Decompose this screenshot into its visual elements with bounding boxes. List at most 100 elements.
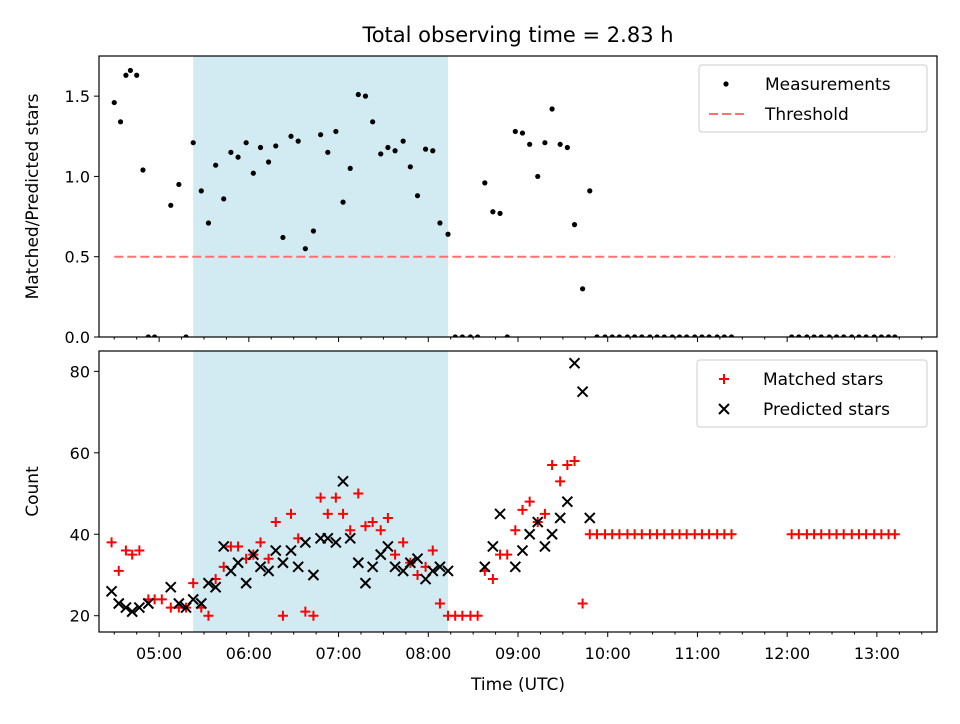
matched-star-point	[315, 492, 326, 503]
measurement-point	[587, 188, 593, 194]
measurement-point	[699, 334, 705, 337]
measurement-point	[362, 93, 369, 99]
measurement-point	[728, 334, 735, 337]
series-measurements	[111, 67, 898, 337]
predicted-star-point	[359, 577, 372, 589]
measurement-point	[228, 149, 234, 155]
predicted-star-point	[133, 601, 146, 614]
x-tick-label: 10:00	[585, 644, 631, 663]
predicted-star-point	[202, 577, 215, 589]
matched-star-point	[539, 508, 550, 519]
matched-star-point	[127, 549, 138, 560]
legend-label: Measurements	[765, 75, 891, 95]
measurement-point	[140, 167, 146, 173]
measurement-point	[198, 188, 204, 194]
series-predicted-stars	[105, 357, 596, 618]
y-tick-label: 60	[70, 444, 90, 463]
legend-label: Matched stars	[763, 370, 883, 390]
predicted-star-point	[330, 536, 342, 549]
y-tick-label: 0.0	[65, 328, 90, 347]
plot-area	[111, 67, 898, 337]
measurement-point	[459, 334, 465, 337]
predicted-star-point	[262, 565, 275, 577]
legend: Matched stars Predicted stars	[696, 359, 928, 428]
measurement-point	[796, 334, 802, 337]
measurement-point	[407, 164, 413, 170]
predicted-star-point	[576, 386, 589, 398]
measurement-point	[789, 334, 795, 337]
legend-label: Threshold	[764, 105, 849, 125]
x-tick-label: 06:00	[226, 644, 272, 663]
matched-star-point	[889, 529, 900, 540]
matched-star-point	[427, 545, 438, 556]
measurement-point	[602, 334, 608, 337]
panel-ratio: 0.0 0.5 1.0 1.5 Matched/Predicted stars Measu…	[23, 55, 938, 347]
matched-star-point	[726, 529, 737, 540]
y-tick-label: 20	[70, 607, 90, 626]
predicted-star-point	[113, 597, 125, 610]
predicted-star-point	[434, 561, 446, 573]
legend-label: Predicted stars	[763, 400, 890, 420]
measurement-point	[885, 334, 892, 337]
measurement-point	[213, 162, 219, 168]
matched-star-point	[487, 574, 498, 585]
matched-star-point	[360, 521, 371, 532]
measurement-point	[257, 144, 264, 151]
predicted-star-point	[494, 508, 506, 520]
measurement-point	[221, 196, 227, 202]
predicted-star-point	[568, 357, 581, 369]
measurement-point	[609, 334, 615, 337]
predicted-star-point	[561, 495, 574, 508]
measurement-point	[392, 148, 398, 154]
predicted-star-point	[382, 540, 394, 553]
measurement-point	[871, 334, 877, 337]
measurement-point	[205, 220, 212, 226]
measurement-point	[714, 334, 720, 337]
matched-star-point	[113, 565, 124, 576]
measurement-point	[183, 334, 189, 337]
predicted-star-point	[277, 557, 289, 569]
measurement-point	[497, 210, 503, 216]
measurement-point	[542, 140, 548, 146]
predicted-star-point	[352, 557, 365, 569]
predicted-star-point	[307, 569, 320, 581]
measurement-point	[804, 334, 810, 337]
matched-star-point	[569, 455, 580, 466]
measurement-point	[333, 128, 339, 135]
measurement-point	[676, 334, 683, 337]
predicted-star-point	[120, 601, 132, 614]
measurement-point	[594, 334, 600, 337]
measurement-point	[706, 334, 712, 337]
matched-star-point	[277, 610, 288, 621]
predicted-star-point	[173, 597, 185, 610]
matched-star-point	[120, 545, 131, 556]
matched-star-point	[434, 598, 445, 609]
measurement-point	[325, 149, 331, 155]
matched-star-point	[338, 508, 349, 519]
predicted-star-point	[105, 585, 118, 597]
x-tick-label: 05:00	[136, 644, 182, 663]
measurement-point	[437, 220, 443, 226]
measurement-point	[654, 334, 660, 337]
predicted-star-point	[187, 593, 199, 606]
measurement-point	[422, 146, 429, 152]
measurement-point	[302, 246, 308, 252]
measurement-point	[661, 334, 667, 337]
measurement-point	[400, 138, 406, 144]
predicted-star-point	[240, 577, 252, 589]
x-tick-label: 07:00	[316, 644, 362, 663]
measurement-point	[639, 334, 645, 337]
measurement-point	[117, 119, 124, 125]
matched-star-point	[330, 492, 341, 503]
measurement-point	[467, 334, 474, 337]
measurement-point	[347, 165, 353, 171]
predicted-star-point	[232, 557, 244, 569]
measurement-point	[504, 334, 510, 337]
measurement-point	[145, 334, 151, 337]
y-tick-label: 0.5	[65, 248, 90, 267]
legend-box	[698, 64, 928, 133]
measurement-point	[414, 193, 421, 199]
measurement-point	[512, 128, 518, 135]
predicted-star-point	[389, 561, 401, 573]
predicted-star-point	[404, 557, 417, 569]
